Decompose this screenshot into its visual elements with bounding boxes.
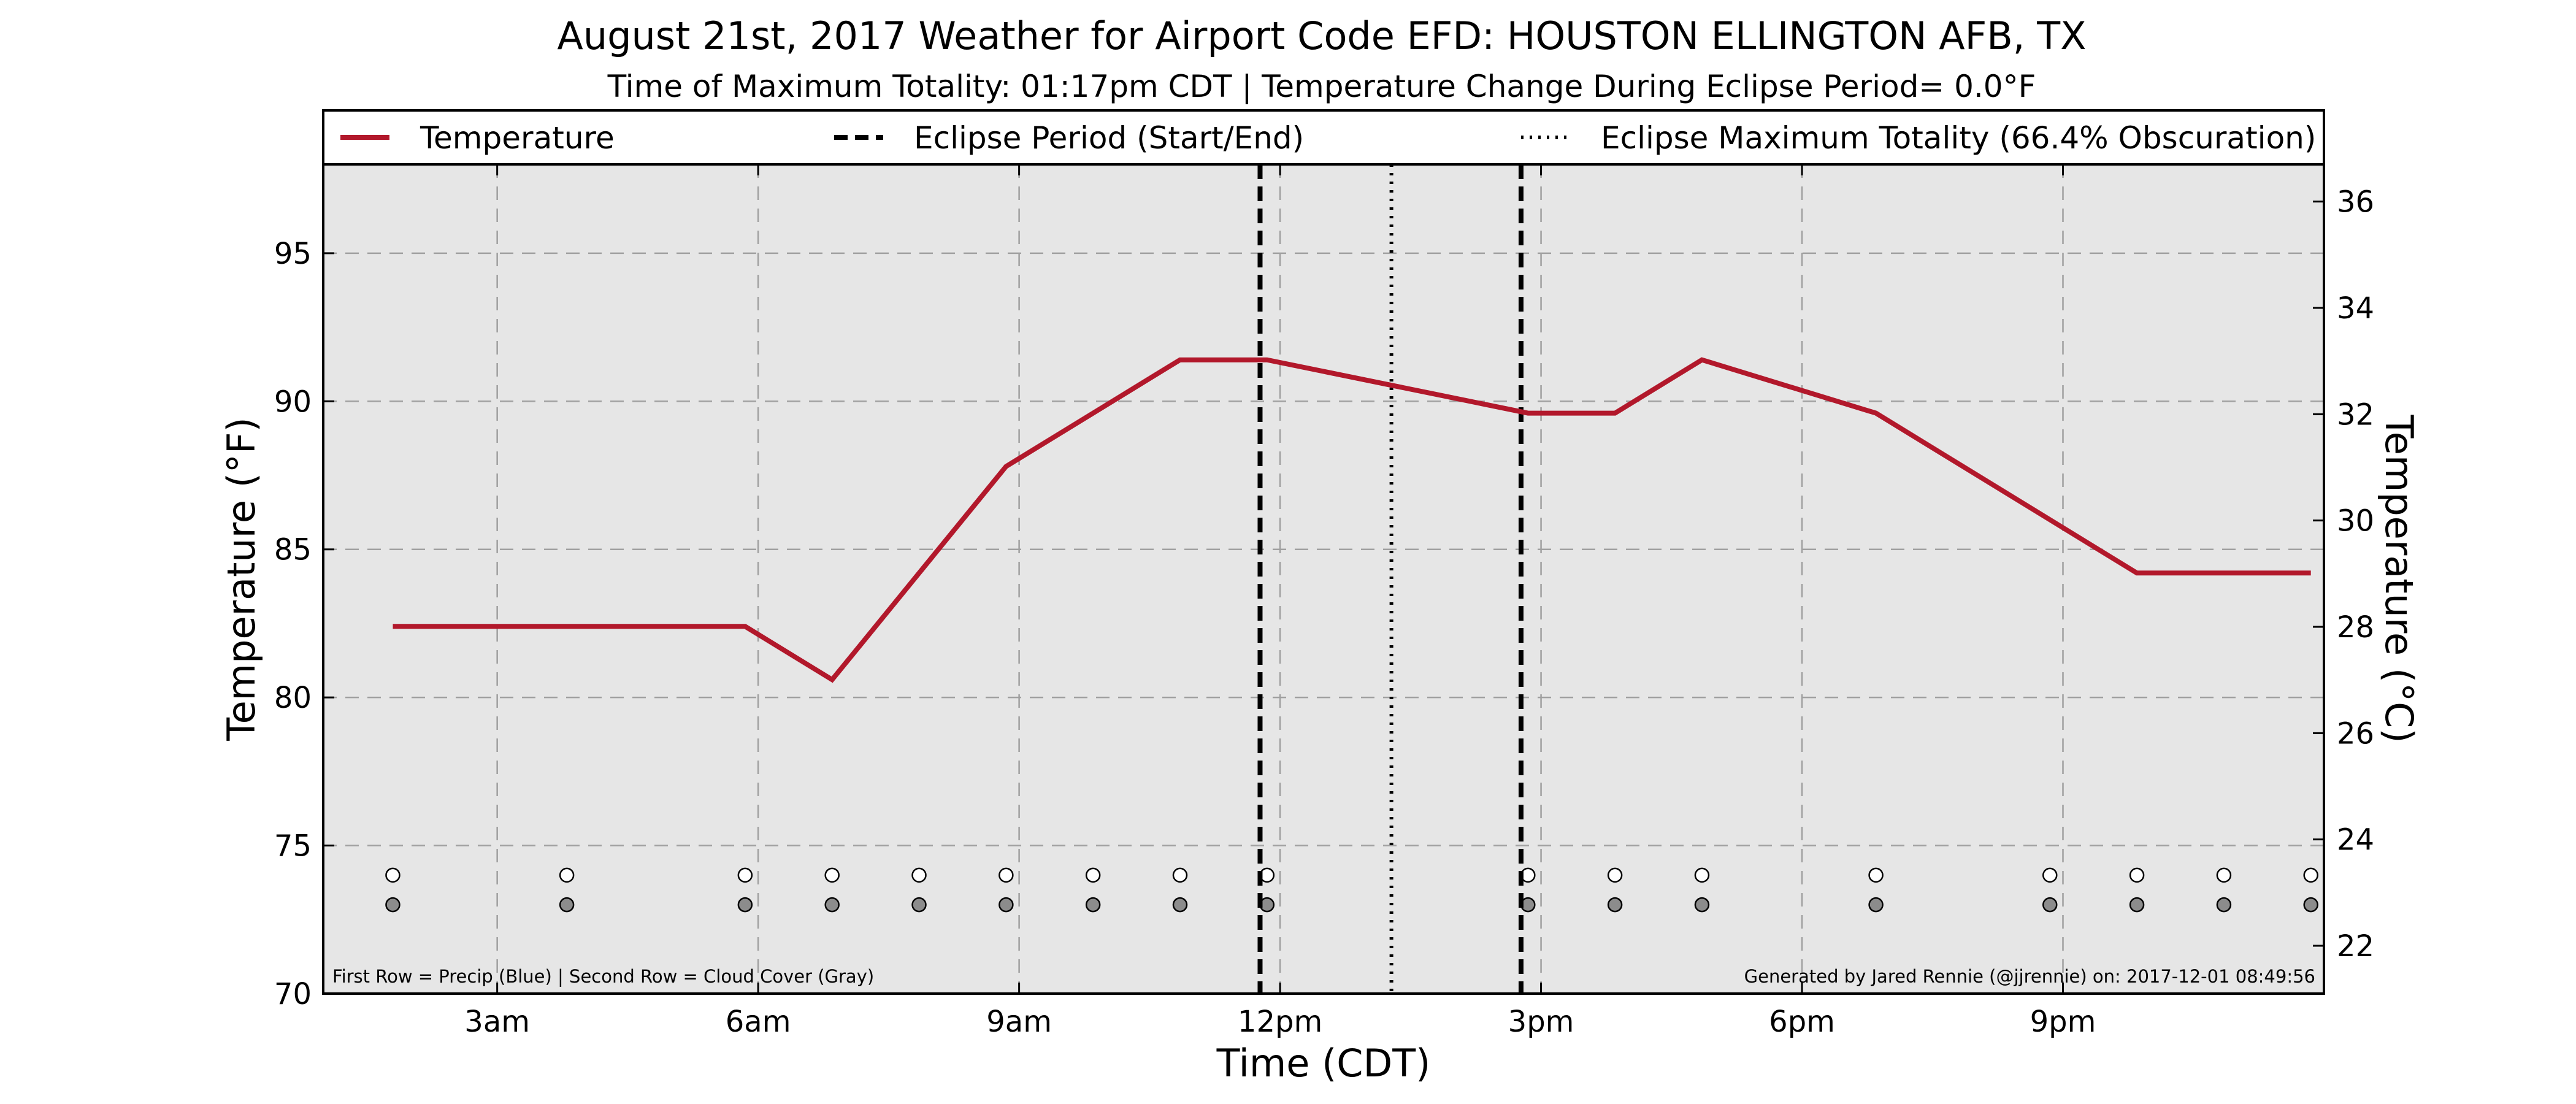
note-left: First Row = Precip (Blue) | Second Row =… xyxy=(332,966,874,987)
x-tick-label: 6am xyxy=(726,1005,791,1039)
y-axis-label: Temperature (°F) xyxy=(219,417,264,741)
y-tick-label: 75 xyxy=(274,829,312,864)
precip-marker xyxy=(1694,867,1710,883)
cloud-marker xyxy=(2042,897,2058,913)
chart-title: August 21st, 2017 Weather for Airport Co… xyxy=(557,13,2086,58)
x-tick-label: 9am xyxy=(986,1005,1052,1039)
y-tick-label: 90 xyxy=(274,385,312,419)
y-tick-label: 80 xyxy=(274,681,312,715)
precip-marker xyxy=(1172,867,1188,883)
legend: Temperature Eclipse Period (Start/End) Ecl… xyxy=(322,109,2325,166)
legend-box xyxy=(322,109,2325,166)
plot-area xyxy=(323,164,2324,994)
y2-tick-label: 32 xyxy=(2337,397,2374,432)
precip-marker xyxy=(737,867,753,883)
cloud-marker xyxy=(1085,897,1101,913)
y2-tick-label: 36 xyxy=(2337,185,2374,220)
cloud-marker xyxy=(737,897,753,913)
chart-subtitle: Time of Maximum Totality: 01:17pm CDT | … xyxy=(607,69,2036,104)
y2-tick-label: 34 xyxy=(2337,291,2374,326)
x-tick-label: 6pm xyxy=(1769,1005,1835,1039)
x-tick-label: 3pm xyxy=(1508,1005,1574,1039)
cloud-marker xyxy=(2129,897,2145,913)
note-right: Generated by Jared Rennie (@jjrennie) on… xyxy=(1744,966,2315,987)
eclipse-lines xyxy=(1257,164,1524,994)
cloud-marker xyxy=(2303,897,2318,913)
precip-marker xyxy=(1607,867,1623,883)
cloud-marker xyxy=(385,897,401,913)
cloud-marker xyxy=(559,897,575,913)
y2-tick-label: 30 xyxy=(2337,504,2374,539)
y2-axis-label: Temperature (°C) xyxy=(2377,414,2421,743)
y2-tick-label: 28 xyxy=(2337,610,2374,645)
cloud-marker xyxy=(911,897,927,913)
precip-marker xyxy=(999,867,1014,883)
precip-marker xyxy=(559,867,575,883)
precip-marker xyxy=(1868,867,1884,883)
x-tick-label: 9pm xyxy=(2030,1005,2096,1039)
temperature-series xyxy=(393,357,2311,683)
y2-tick-label: 26 xyxy=(2337,716,2374,751)
precip-marker xyxy=(2216,867,2232,883)
cloud-marker xyxy=(999,897,1014,913)
y-axis-ticks: 70 75 80 85 90 95 xyxy=(274,237,334,1011)
precip-cloud-rows xyxy=(385,867,2318,913)
cloud-marker xyxy=(1694,897,1710,913)
precip-marker xyxy=(2303,867,2318,883)
y-tick-label: 85 xyxy=(274,533,312,567)
cloud-marker xyxy=(1868,897,1884,913)
cloud-marker xyxy=(824,897,840,913)
cloud-marker xyxy=(1607,897,1623,913)
precip-marker xyxy=(385,867,401,883)
precip-marker xyxy=(2129,867,2145,883)
precip-marker xyxy=(911,867,927,883)
y2-axis-ticks: 22 24 26 28 30 32 34 36 xyxy=(2313,185,2374,964)
cloud-marker xyxy=(2216,897,2232,913)
x-axis-label: Time (CDT) xyxy=(1216,1041,1431,1086)
legend-label: Temperature xyxy=(420,120,615,156)
precip-marker xyxy=(2042,867,2058,883)
y2-tick-label: 24 xyxy=(2337,823,2374,857)
precip-marker xyxy=(1085,867,1101,883)
precip-marker xyxy=(824,867,840,883)
y-tick-label: 95 xyxy=(274,237,312,271)
x-tick-label: 12pm xyxy=(1238,1005,1322,1039)
legend-label: Eclipse Maximum Totality (66.4% Obscurat… xyxy=(1601,120,2316,156)
y2-tick-label: 22 xyxy=(2337,929,2374,964)
legend-label: Eclipse Period (Start/End) xyxy=(914,120,1304,156)
temperature-line xyxy=(393,357,2311,683)
y-tick-label: 70 xyxy=(274,977,312,1011)
x-tick-label: 3am xyxy=(464,1005,530,1039)
cloud-marker xyxy=(1172,897,1188,913)
x-axis-ticks: 3am 6am 9am 12pm 3pm 6pm 9pm xyxy=(464,164,2096,1039)
